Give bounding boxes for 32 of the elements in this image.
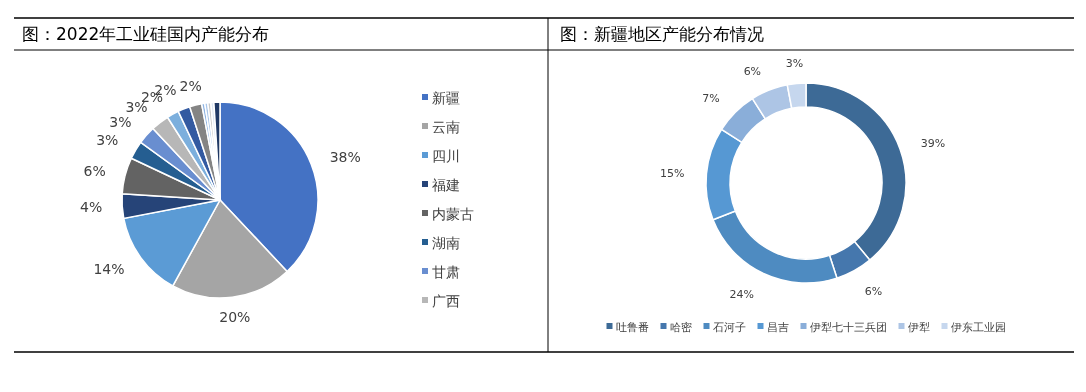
legend-label: 哈密: [669, 321, 692, 334]
data-label: 15%: [660, 166, 685, 180]
data-label: 6%: [83, 162, 106, 179]
data-label: 39%: [920, 136, 946, 150]
legend-label: 石河子: [712, 321, 746, 334]
legend-label: 吐鲁番: [615, 321, 649, 334]
data-label: 6%: [864, 284, 883, 298]
data-label: 3%: [96, 131, 119, 148]
data-label: 14%: [93, 261, 125, 278]
data-label: 20%: [219, 309, 251, 326]
legend-label: 伊犁七十三兵团: [809, 321, 887, 334]
legend-label: 四川: [432, 148, 460, 164]
data-label: 2%: [179, 77, 202, 94]
legend-label: 云南: [432, 119, 460, 135]
legend-label: 伊犁: [907, 321, 930, 334]
legend-label: 新疆: [432, 90, 460, 106]
chart-title: 图：新疆地区产能分布情况: [560, 24, 764, 44]
data-label: 3%: [109, 113, 132, 130]
legend-label: 广西: [432, 293, 460, 309]
legend-label: 湖南: [432, 235, 460, 251]
data-label: 6%: [743, 64, 762, 78]
data-label: 24%: [729, 288, 755, 302]
data-label: 38%: [329, 148, 361, 165]
legend-label: 昌吉: [766, 321, 789, 334]
data-label: 4%: [80, 199, 103, 216]
chart-title: 图：2022年工业硅国内产能分布: [22, 24, 270, 44]
legend-label: 内蒙古: [432, 206, 474, 222]
data-label: 7%: [702, 91, 720, 105]
legend-label: 甘肃: [432, 264, 460, 280]
legend-label: 伊东工业园: [950, 321, 1006, 334]
legend-label: 福建: [432, 177, 460, 193]
data-label: 3%: [785, 56, 804, 70]
